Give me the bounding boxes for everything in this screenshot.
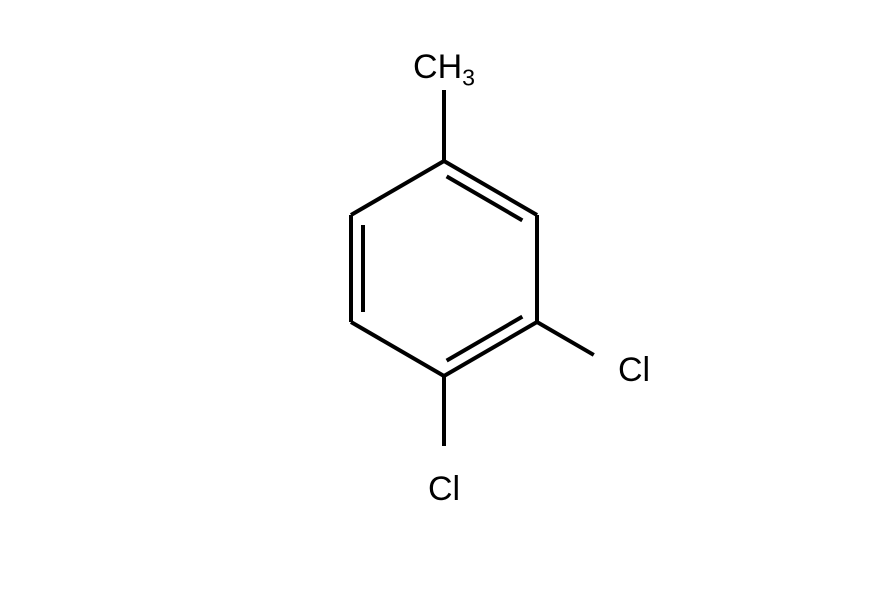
bond-line	[444, 161, 537, 215]
atom-label-cl_a: Cl	[618, 351, 650, 389]
bond-line	[537, 322, 594, 355]
atom-label-methyl: CH3	[413, 48, 475, 90]
atom-label-cl_b: Cl	[428, 470, 460, 508]
molecule-diagram: CH3 Cl Cl	[0, 0, 888, 592]
bond-line	[351, 161, 444, 215]
bond-line	[351, 322, 444, 376]
bond-line	[444, 322, 537, 376]
